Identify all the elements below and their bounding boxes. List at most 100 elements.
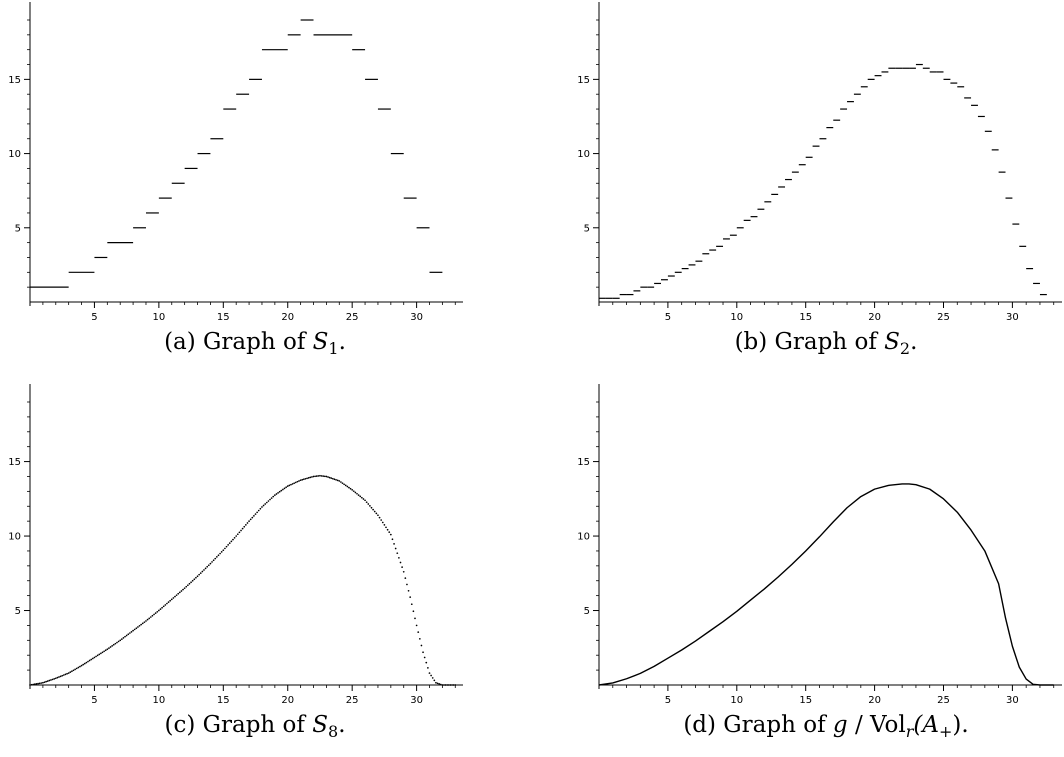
scatter-point [269, 498, 271, 501]
scatter-point [199, 572, 202, 574]
scatter-point [391, 538, 394, 541]
scatter-point [122, 637, 125, 639]
scatter-point [330, 477, 333, 479]
scatter-point [290, 483, 292, 486]
scatter-point [325, 475, 328, 478]
scatter-point [304, 477, 307, 480]
scatter-point [243, 525, 246, 528]
scatter-point [154, 612, 157, 614]
scatter-point [175, 594, 178, 597]
scatter-point [328, 476, 331, 479]
caption-mid: / Vol [848, 712, 906, 738]
scatter-point [119, 639, 122, 642]
scatter-point [80, 664, 83, 667]
scatter-point [140, 623, 142, 626]
y-tick-label: 15 [577, 75, 590, 86]
scatter-point [130, 630, 133, 633]
scatter-point [341, 482, 344, 485]
scatter-point [111, 645, 114, 647]
scatter-point [298, 480, 300, 482]
scatter-point [322, 475, 325, 477]
y-tick-label: 15 [577, 457, 590, 468]
scatter-point [436, 682, 439, 685]
scatter-point [117, 640, 120, 643]
scatter-point [180, 590, 183, 592]
scatter-point [158, 609, 160, 612]
scatter-point [402, 570, 405, 573]
scatter-point [404, 577, 407, 579]
scatter-point [66, 672, 68, 675]
x-tick-label: 5 [665, 312, 671, 323]
scatter-point [228, 542, 231, 544]
scatter-point [277, 492, 279, 494]
scatter-point [169, 599, 171, 602]
scatter-point [253, 515, 255, 517]
scatter-point [149, 616, 152, 618]
scatter-point [327, 476, 329, 478]
x-tick-label: 20 [281, 695, 294, 706]
x-tick-label: 15 [217, 312, 230, 323]
scatter-point [42, 681, 44, 684]
scatter-point [133, 628, 136, 631]
scatter-point [288, 484, 291, 487]
scatter-point [444, 684, 447, 686]
scatter-point [302, 478, 305, 481]
scatter-point [401, 566, 403, 568]
scatter-point [294, 481, 297, 484]
scatter-point [224, 547, 226, 550]
scatter-point [240, 529, 242, 532]
x-tick-label: 30 [1006, 695, 1019, 706]
scatter-point [338, 480, 341, 482]
scatter-point [446, 684, 449, 686]
scatter-point [207, 564, 210, 567]
scatter-point [275, 493, 278, 495]
scatter-point [399, 561, 402, 564]
scatter-point [214, 557, 217, 560]
scatter-point [127, 633, 130, 636]
y-tick-label: 10 [8, 149, 21, 160]
scatter-point [101, 651, 104, 654]
scatter-point [323, 475, 326, 478]
scatter-point [372, 508, 374, 511]
scatter-point [54, 677, 57, 680]
scatter-point [114, 642, 117, 645]
x-tick-label: 10 [153, 695, 166, 706]
chart-caption: (b) Graph of S2. [735, 329, 918, 358]
scatter-point [349, 487, 352, 490]
scatter-point [449, 684, 452, 686]
scatter-point [336, 479, 339, 482]
scatter-point [370, 506, 373, 509]
scatter-point [378, 516, 381, 519]
scatter-point [75, 667, 78, 670]
scatter-point [425, 661, 428, 664]
scatter-point [354, 491, 357, 494]
x-tick-label: 10 [730, 695, 743, 706]
scatter-point [64, 673, 67, 676]
scatter-point [377, 514, 379, 517]
y-tick-label: 15 [8, 457, 21, 468]
scatter-point [72, 669, 75, 672]
scatter-point [259, 507, 262, 510]
scatter-point [30, 683, 33, 686]
scatter-point [51, 678, 54, 681]
scatter-point [343, 483, 345, 486]
scatter-point [85, 661, 88, 664]
scatter-point [46, 680, 49, 682]
scatter-point [249, 518, 252, 521]
y-tick-label: 10 [577, 532, 590, 543]
scatter-point [177, 592, 180, 595]
scatter-point [238, 531, 241, 534]
scatter-point [90, 658, 93, 661]
scatter-point [87, 660, 89, 663]
scatter-point [409, 596, 412, 598]
scatter-point [232, 538, 234, 541]
scatter-point [137, 626, 139, 628]
scatter-point [164, 604, 167, 606]
scatter-point [59, 675, 62, 678]
scatter-point [422, 651, 424, 654]
x-tick-label: 15 [217, 695, 230, 706]
scatter-point [407, 589, 410, 592]
series-line [598, 483, 1054, 686]
x-tick-label: 15 [799, 312, 812, 323]
scatter-point [95, 655, 97, 658]
